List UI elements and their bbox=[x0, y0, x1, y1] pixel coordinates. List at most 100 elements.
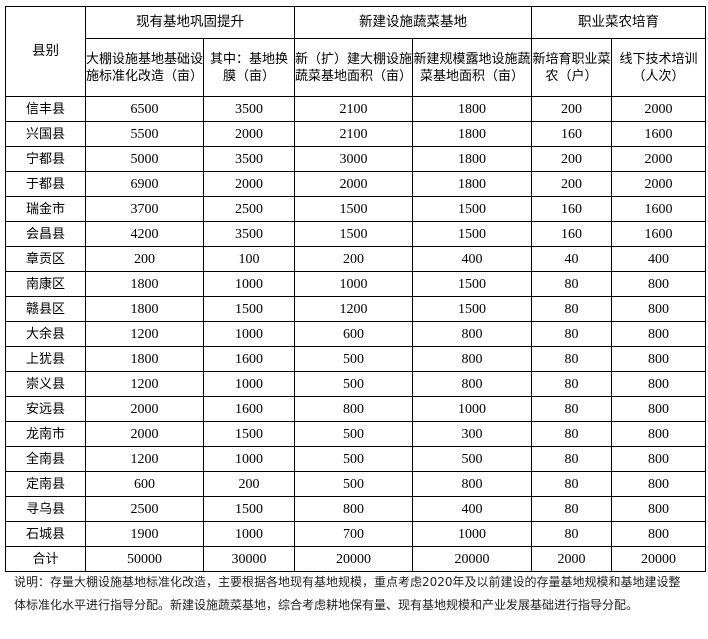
table-row: 石城县 1900 1000 700 1000 80 800 bbox=[5, 521, 706, 547]
value-cell: 600 bbox=[294, 321, 413, 347]
value-cell: 800 bbox=[294, 396, 413, 422]
county-cell: 大余县 bbox=[5, 321, 86, 347]
value-cell: 80 bbox=[531, 321, 612, 347]
table-row: 会昌县 4200 3500 1500 1500 160 1600 bbox=[5, 221, 706, 247]
table-row: 兴国县 5500 2000 2100 1800 160 1600 bbox=[5, 121, 706, 147]
value-cell: 800 bbox=[611, 371, 706, 397]
value-cell: 1500 bbox=[412, 221, 532, 247]
value-cell: 200 bbox=[531, 171, 612, 197]
value-cell: 80 bbox=[531, 496, 612, 522]
value-cell: 800 bbox=[611, 496, 706, 522]
value-cell: 800 bbox=[412, 371, 532, 397]
group-header-new-base: 新建设施蔬菜基地 bbox=[294, 6, 532, 39]
value-cell: 2000 bbox=[85, 421, 204, 447]
value-cell: 100 bbox=[203, 246, 295, 272]
value-cell: 1000 bbox=[294, 271, 413, 297]
value-cell: 2500 bbox=[85, 496, 204, 522]
table-row: 于都县 6900 2000 2000 1800 200 2000 bbox=[5, 171, 706, 197]
value-cell: 400 bbox=[611, 246, 706, 272]
value-cell: 400 bbox=[412, 246, 532, 272]
value-cell: 800 bbox=[611, 321, 706, 347]
value-cell: 2000 bbox=[611, 171, 706, 197]
value-cell: 1500 bbox=[294, 221, 413, 247]
value-cell: 3700 bbox=[85, 196, 204, 222]
table-row: 定南县 600 200 500 800 80 800 bbox=[5, 471, 706, 497]
value-cell: 1500 bbox=[203, 296, 295, 322]
value-cell: 800 bbox=[611, 446, 706, 472]
sub-header: 线下技术培训（人次） bbox=[611, 38, 706, 97]
value-cell: 800 bbox=[412, 471, 532, 497]
county-cell: 兴国县 bbox=[5, 121, 86, 147]
sub-header: 新培育职业菜农（户） bbox=[531, 38, 612, 97]
county-cell: 上犹县 bbox=[5, 346, 86, 372]
value-cell: 3500 bbox=[203, 146, 295, 172]
value-cell: 600 bbox=[85, 471, 204, 497]
value-cell: 1900 bbox=[85, 521, 204, 547]
value-cell: 800 bbox=[294, 496, 413, 522]
value-cell: 500 bbox=[294, 371, 413, 397]
value-cell: 80 bbox=[531, 421, 612, 447]
value-cell: 1500 bbox=[412, 271, 532, 297]
county-cell: 赣县区 bbox=[5, 296, 86, 322]
value-cell: 1000 bbox=[412, 521, 532, 547]
value-cell: 160 bbox=[531, 121, 612, 147]
value-cell: 200 bbox=[531, 96, 612, 122]
table-row: 大余县 1200 1000 600 800 80 800 bbox=[5, 321, 706, 347]
value-cell: 800 bbox=[611, 471, 706, 497]
value-cell: 1200 bbox=[85, 321, 204, 347]
value-cell: 2100 bbox=[294, 121, 413, 147]
group-header-existing: 现有基地巩固提升 bbox=[85, 6, 295, 39]
value-cell: 200 bbox=[294, 246, 413, 272]
table-row: 宁都县 5000 3500 3000 1800 200 2000 bbox=[5, 146, 706, 172]
value-cell: 1200 bbox=[85, 446, 204, 472]
table-row: 瑞金市 3700 2500 1500 1500 160 1600 bbox=[5, 196, 706, 222]
value-cell: 500 bbox=[294, 471, 413, 497]
table-row: 龙南市 2000 1500 500 300 80 800 bbox=[5, 421, 706, 447]
county-cell: 会昌县 bbox=[5, 221, 86, 247]
value-cell: 1600 bbox=[203, 396, 295, 422]
value-cell: 1600 bbox=[611, 221, 706, 247]
value-cell: 800 bbox=[412, 321, 532, 347]
value-cell: 80 bbox=[531, 296, 612, 322]
table-row: 崇义县 1200 1000 500 800 80 800 bbox=[5, 371, 706, 397]
county-cell: 全南县 bbox=[5, 446, 86, 472]
county-cell: 章贡区 bbox=[5, 246, 86, 272]
value-cell: 3500 bbox=[203, 96, 295, 122]
county-cell: 宁都县 bbox=[5, 146, 86, 172]
value-cell: 1500 bbox=[412, 296, 532, 322]
value-cell: 1800 bbox=[412, 171, 532, 197]
value-cell: 500 bbox=[294, 446, 413, 472]
value-cell: 2000 bbox=[203, 171, 295, 197]
value-cell: 1000 bbox=[203, 271, 295, 297]
value-cell: 200 bbox=[531, 146, 612, 172]
value-cell: 1200 bbox=[85, 371, 204, 397]
group-header-farmer-training: 职业菜农培育 bbox=[531, 6, 706, 39]
value-cell: 1500 bbox=[203, 496, 295, 522]
county-cell: 信丰县 bbox=[5, 96, 86, 122]
value-cell: 700 bbox=[294, 521, 413, 547]
table-row: 寻乌县 2500 1500 800 400 80 800 bbox=[5, 496, 706, 522]
value-cell: 1800 bbox=[412, 146, 532, 172]
table-row: 上犹县 1800 1600 500 800 80 800 bbox=[5, 346, 706, 372]
value-cell: 400 bbox=[412, 496, 532, 522]
value-cell: 5500 bbox=[85, 121, 204, 147]
value-cell: 1800 bbox=[85, 346, 204, 372]
value-cell: 1600 bbox=[203, 346, 295, 372]
county-cell: 石城县 bbox=[5, 521, 86, 547]
value-cell: 80 bbox=[531, 346, 612, 372]
value-cell: 1600 bbox=[611, 121, 706, 147]
value-cell: 200 bbox=[85, 246, 204, 272]
value-cell: 6500 bbox=[85, 96, 204, 122]
county-header: 县别 bbox=[5, 6, 86, 97]
value-cell: 800 bbox=[611, 271, 706, 297]
value-cell: 3000 bbox=[294, 146, 413, 172]
table-row: 安远县 2000 1600 800 1000 80 800 bbox=[5, 396, 706, 422]
table-row: 全南县 1200 1000 500 500 80 800 bbox=[5, 446, 706, 472]
value-cell: 1500 bbox=[203, 421, 295, 447]
value-cell: 80 bbox=[531, 396, 612, 422]
value-cell: 80 bbox=[531, 471, 612, 497]
value-cell: 1600 bbox=[611, 196, 706, 222]
value-cell: 20000 bbox=[611, 546, 706, 572]
value-cell: 2000 bbox=[611, 96, 706, 122]
value-cell: 2500 bbox=[203, 196, 295, 222]
